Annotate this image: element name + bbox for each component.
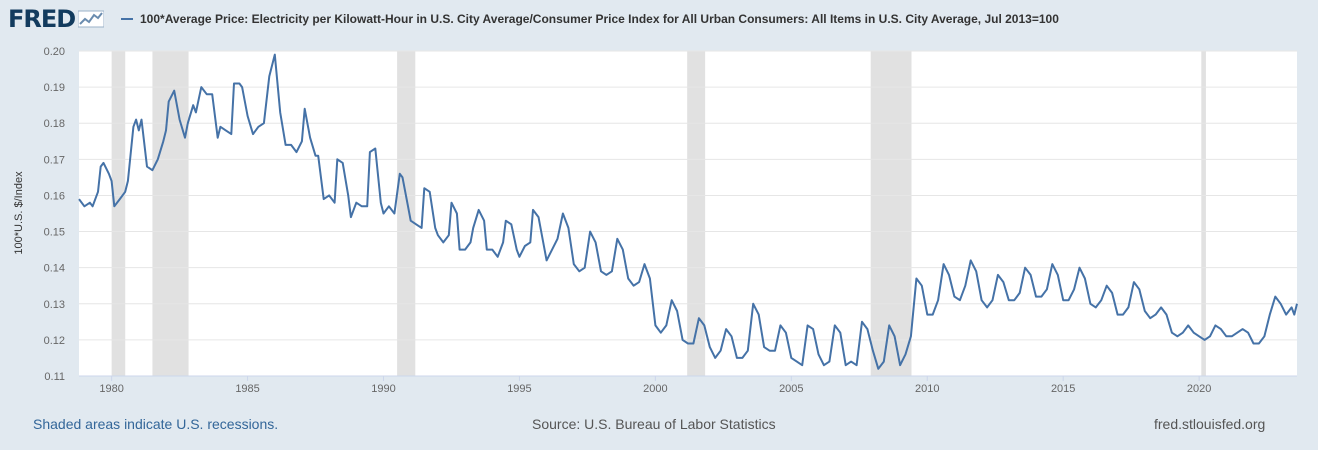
legend-swatch (121, 18, 133, 20)
series-line-1[interactable] (78, 53, 1298, 370)
recession-note-link[interactable]: Shaded areas indicate U.S. recessions. (33, 416, 279, 432)
series-layer (78, 53, 1298, 370)
y-tick-label: 0.17 (44, 154, 65, 166)
y-tick-label: 0.19 (44, 82, 65, 94)
y-tick-label: 0.16 (44, 190, 65, 202)
recession-shading (111, 51, 1206, 376)
x-tick-label: 1995 (507, 383, 531, 395)
x-tick-label: 1985 (235, 383, 259, 395)
y-tick-label: 0.11 (44, 371, 65, 383)
y-tick-label: 0.15 (44, 227, 65, 239)
chart-legend: 100*Average Price: Electricity per Kilow… (121, 12, 1059, 26)
y-tick-label: 0.12 (44, 335, 65, 347)
y-tick-label: 0.13 (44, 299, 65, 311)
line-graph-icon (78, 10, 105, 28)
y-tick-label: 0.14 (44, 263, 65, 275)
recession-band-4 (687, 51, 706, 376)
recession-band-6 (1201, 51, 1206, 376)
legend-label: 100*Average Price: Electricity per Kilow… (140, 12, 1059, 26)
recession-band-1 (111, 51, 126, 376)
x-tick-label: 2000 (643, 383, 667, 395)
x-axis-ticks: 1980 1985 1990 1995 2000 2005 2010 2015 2020 (79, 375, 1297, 395)
y-axis-ticks: 0.11 0.12 0.13 0.14 0.15 0.16 0.17 0.18 0.19 0.20 (44, 46, 65, 383)
y-tick-label: 0.20 (44, 46, 65, 58)
y-tick-label: 0.18 (44, 118, 65, 130)
x-tick-label: 2010 (915, 383, 939, 395)
recession-band-3 (397, 51, 416, 376)
y-axis-title: 100*U.S. $/Index (13, 171, 25, 255)
logo-text: FRED (8, 5, 76, 33)
x-tick-label: 2015 (1051, 383, 1075, 395)
recession-band-5 (870, 51, 912, 376)
site-link[interactable]: fred.stlouisfed.org (1154, 416, 1266, 432)
fred-logo[interactable]: FRED (8, 5, 105, 33)
line-chart: 0.11 0.12 0.13 0.14 0.15 0.16 0.17 0.18 0.19 0.20… (13, 46, 1298, 395)
source-credit: Source: U.S. Bureau of Labor Statistics (532, 416, 776, 432)
x-tick-label: 2005 (779, 383, 803, 395)
x-tick-label: 1980 (99, 383, 123, 395)
recession-band-2 (152, 51, 189, 376)
x-tick-label: 2020 (1187, 383, 1211, 395)
x-tick-label: 1990 (371, 383, 395, 395)
